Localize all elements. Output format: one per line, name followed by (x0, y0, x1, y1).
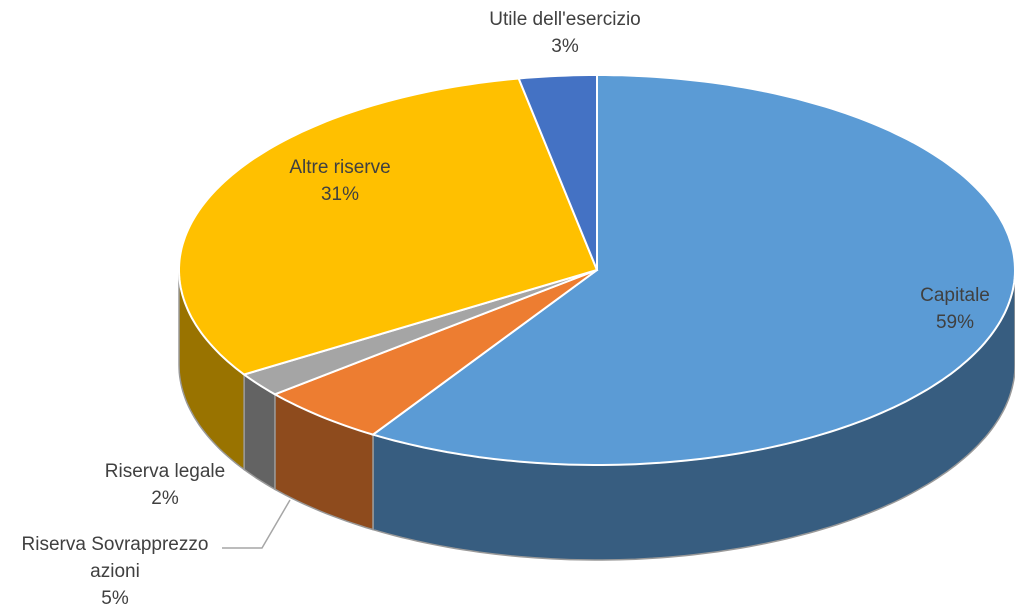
label-value: 59% (935, 312, 975, 333)
label-name: Altre riserve (289, 157, 391, 178)
data-label: Utile dell'esercizio 3% (455, 6, 675, 60)
label-name: Riserva Sovrapprezzo azioni (21, 534, 209, 582)
label-value: 31% (320, 184, 360, 205)
data-label: Altre riserve 31% (240, 154, 440, 208)
slice (241, 269, 598, 396)
label-name: Riserva legale (104, 461, 226, 482)
data-label: Capitale 59% (900, 282, 1010, 336)
data-label: Riserva legale 2% (70, 458, 260, 512)
label-value: 3% (551, 36, 579, 57)
label-value: 2% (151, 488, 179, 509)
slice (370, 74, 1015, 466)
leader-line (222, 499, 291, 549)
label-value: 5% (101, 588, 129, 609)
slice (178, 77, 599, 376)
slice (517, 74, 598, 271)
label-name: Utile dell'esercizio (489, 9, 641, 30)
slice (272, 269, 598, 436)
label-name: Capitale (920, 285, 990, 306)
data-label: Riserva Sovrapprezzo azioni 5% (5, 531, 225, 612)
